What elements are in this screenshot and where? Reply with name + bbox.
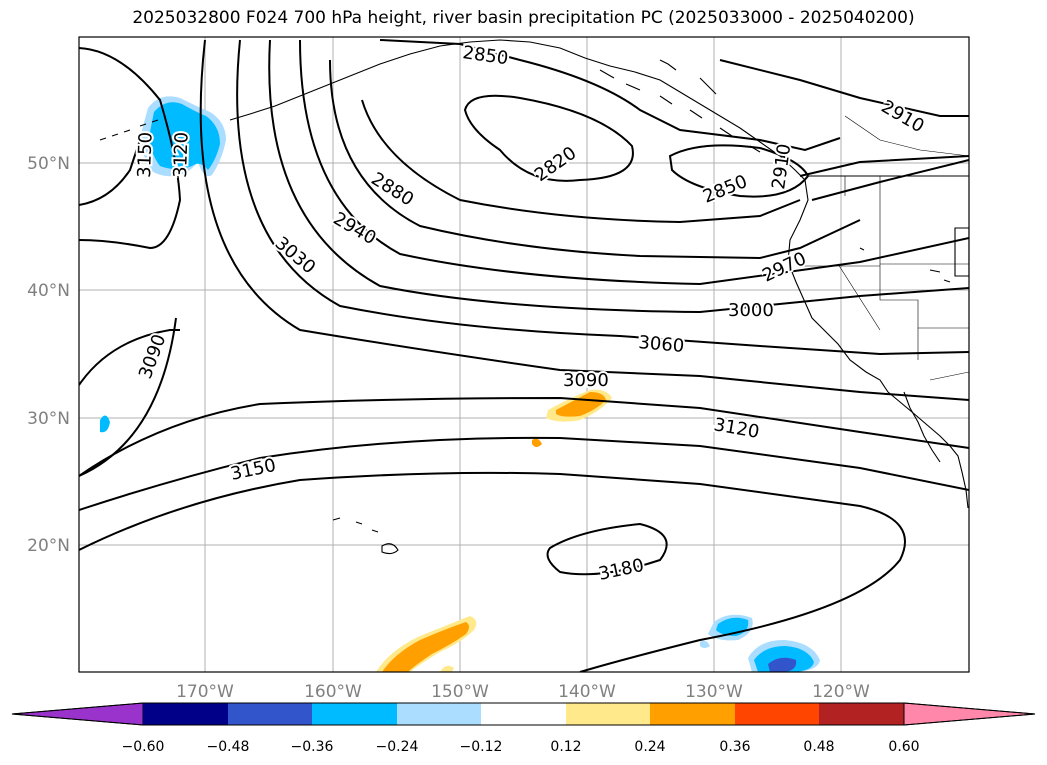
lon-label-170w: 170°W: [176, 682, 234, 702]
colorbar-extend-left: [11, 702, 144, 726]
contour-label: 3060: [638, 332, 685, 357]
colorbar-tick-label: 0.36: [719, 739, 750, 755]
colorbar-segment: [312, 703, 397, 725]
lat-label-30n: 30°N: [27, 409, 70, 429]
colorbar-tick-label: −0.24: [376, 739, 419, 755]
contour-label: 3000: [728, 300, 774, 321]
colorbar-segment: [397, 703, 481, 725]
colorbar-segment: [650, 703, 735, 725]
map-frame: [78, 36, 970, 673]
colorbar-tick-label: 0.48: [803, 739, 834, 755]
contour-label: 3120: [170, 132, 193, 179]
colorbar-tick-label: 0.60: [888, 739, 919, 755]
height-contours: [79, 39, 969, 672]
colorbar-segment: [735, 703, 819, 725]
colorbar-tick-label: 0.24: [634, 739, 665, 755]
colorbar-tick-label: −0.60: [122, 739, 165, 755]
colorbar-tick-label: 0.12: [550, 739, 581, 755]
colorbar-segment: [819, 703, 904, 725]
map-area: [79, 37, 969, 672]
colorbar-tick-label: −0.12: [460, 739, 503, 755]
state-borders: [800, 115, 969, 381]
lat-label-20n: 20°N: [27, 536, 70, 556]
map-title: 2025032800 F024 700 hPa height, river ba…: [132, 8, 915, 28]
colorbar-tick-label: −0.36: [291, 739, 334, 755]
lon-label-140w: 140°W: [558, 682, 616, 702]
lon-label-130w: 130°W: [685, 682, 743, 702]
colorbar-extend-right: [903, 702, 1036, 726]
lon-label-120w: 120°W: [812, 682, 870, 702]
colorbar-segment: [228, 703, 312, 725]
lon-label-160w: 160°W: [304, 682, 362, 702]
colorbar-segment: [566, 703, 650, 725]
lon-labels: 170°W 160°W 150°W 140°W 130°W 120°W: [176, 682, 870, 702]
contour-label: 3150: [134, 132, 157, 179]
colorbar-segment: [143, 703, 228, 725]
contour-label: 3090: [563, 370, 609, 391]
lat-label-50n: 50°N: [27, 154, 70, 174]
colorbar-tick-label: −0.48: [207, 739, 250, 755]
lat-labels: 50°N 40°N 30°N 20°N: [27, 154, 70, 556]
lat-label-40n: 40°N: [27, 281, 70, 301]
colorbar-segment: [481, 703, 566, 725]
lon-label-150w: 150°W: [431, 682, 489, 702]
colorbar: −0.60 −0.48 −0.36 −0.24 −0.12 0.12 0.24 …: [11, 702, 1036, 755]
